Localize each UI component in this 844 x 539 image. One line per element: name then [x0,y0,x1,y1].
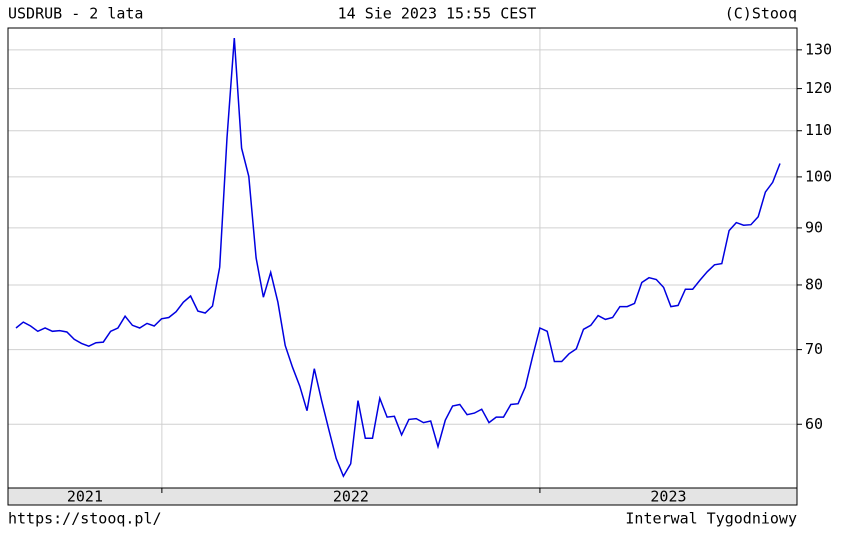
source: (C)Stooq [725,5,797,23]
x-tick-label: 2021 [67,488,103,506]
chart-date: 14 Sie 2023 15:55 CEST [338,5,537,23]
x-tick-label: 2022 [333,488,369,506]
price-line [15,38,781,478]
plot-frame [7,27,798,489]
y-tick-label: 100 [805,167,832,185]
chart-title: USDRUB - 2 lata [8,5,143,23]
y-tick-label: 70 [805,340,823,358]
url: https://stooq.pl/ [8,510,162,528]
y-tick-label: 90 [805,218,823,236]
y-tick-label: 60 [805,415,823,433]
y-tick-label: 110 [805,121,832,139]
y-tick-label: 120 [805,79,832,97]
y-tick-label: 130 [805,40,832,58]
x-tick-label: 2023 [650,488,686,506]
y-tick-label: 80 [805,275,823,293]
interval: Interwal Tygodniowy [625,510,797,528]
